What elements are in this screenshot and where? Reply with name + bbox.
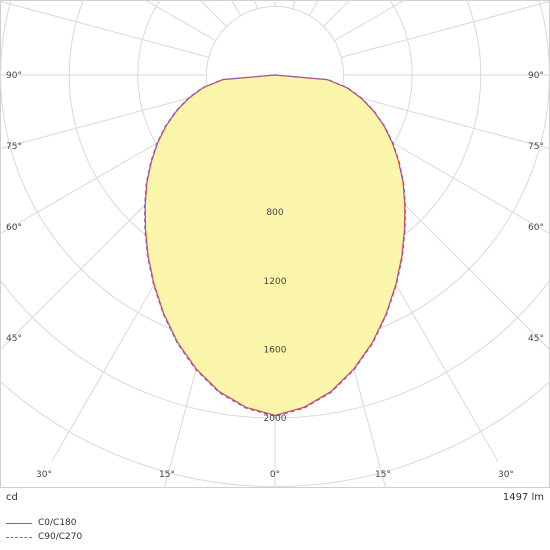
grid-spoke [0, 0, 209, 58]
angle-label-left: 45° [6, 334, 22, 344]
angle-label-left: 90° [6, 71, 22, 81]
ring-label: 800 [266, 208, 283, 218]
intensity-fill [145, 75, 405, 416]
legend-item-c90-c270: C90/C270 [6, 530, 82, 544]
unit-label: cd [6, 492, 18, 503]
angle-label-right: 75° [528, 142, 544, 152]
angle-label-right: 90° [528, 71, 544, 81]
angle-label-left: 60° [6, 223, 22, 233]
polar-chart: 800 1200 1600 2000 30° 15° 0° 15° 30° 90° 90° 75° 7… [0, 0, 550, 488]
legend-label: C90/C270 [38, 532, 83, 542]
legend-swatch-dashed [6, 536, 32, 538]
grid-spoke [0, 92, 209, 150]
legend-item-c0-c180: C0/C180 [6, 516, 82, 530]
intensity-curves [143, 74, 407, 417]
legend: C0/C180 C90/C270 [6, 516, 82, 544]
angle-label-right: 60° [528, 223, 544, 233]
grid-spoke [144, 0, 216, 42]
angle-label-right: 45° [528, 334, 544, 344]
ring-labels: 800 1200 1600 2000 [264, 208, 287, 424]
legend-label: C0/C180 [38, 518, 77, 528]
angle-label-bottom: 15° [375, 470, 391, 480]
angle-label-bottom: 15° [159, 470, 175, 480]
ring-label: 2000 [264, 414, 287, 424]
legend-swatch-solid [6, 522, 32, 524]
angle-label-bottom: 0° [270, 470, 280, 480]
grid-spoke [341, 0, 550, 58]
angle-labels: 30° 15° 0° 15° 30° 90° 90° 75° 75° 60° 60° 45° 45° [6, 71, 544, 480]
angle-label-bottom: 30° [498, 470, 514, 480]
flux-label: 1497 lm [502, 492, 544, 503]
ring-label: 1200 [264, 277, 287, 287]
grid-spoke [334, 0, 406, 42]
angle-label-left: 75° [6, 142, 22, 152]
grid-spoke [341, 92, 550, 150]
ring-label: 1600 [264, 345, 287, 355]
angle-label-bottom: 30° [36, 470, 52, 480]
series-line-c90-c270 [143, 74, 407, 417]
